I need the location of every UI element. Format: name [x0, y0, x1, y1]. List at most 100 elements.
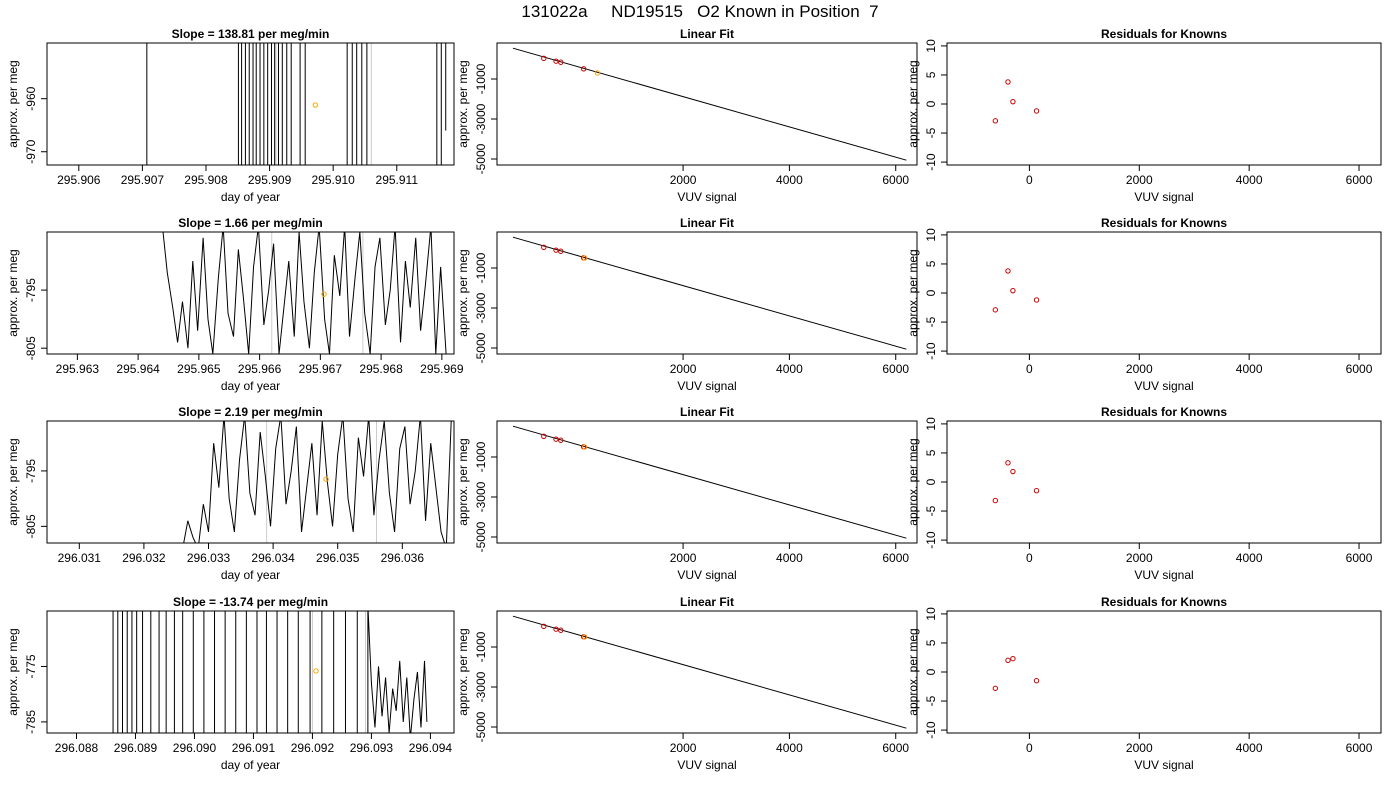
panel-frame	[496, 231, 918, 355]
x-tick-label: 4000	[776, 173, 803, 187]
panel-r2-c2: Residuals for Knowns 0 2000 4000 6000 10 5 0 -5 -…	[906, 405, 1382, 582]
y-tick-label: 5	[924, 449, 938, 456]
y-tick-label: 10	[924, 228, 938, 242]
x-tick-label: 0	[1026, 741, 1033, 755]
x-tick-label: 0	[1026, 362, 1033, 376]
x-axis-label: VUV signal	[677, 190, 736, 204]
known-point	[553, 436, 559, 442]
panel-frame	[946, 420, 1382, 544]
x-tick-label: 296.091	[232, 741, 276, 755]
figure-title: 131022a ND19515 O2 Known in Position 7	[521, 2, 879, 21]
x-tick-label: 2000	[1126, 551, 1153, 565]
y-tick-label: -5	[924, 695, 938, 706]
current-point	[313, 668, 319, 674]
known-point	[558, 627, 564, 633]
y-tick-label: 5	[924, 260, 938, 267]
residual-point	[992, 685, 999, 691]
plot-area	[112, 611, 428, 733]
y-axis-label: approx. per meg	[906, 438, 920, 525]
residual-point	[1005, 268, 1011, 274]
known-point	[580, 66, 587, 72]
current-point	[594, 70, 601, 76]
x-tick-label: 295.906	[57, 173, 101, 187]
residual-point	[1010, 468, 1016, 475]
panel-r0-c0: Slope = 138.81 per meg/min 295.906 295.907…	[6, 27, 455, 204]
panel-r3-c1: Linear Fit 2000 4000 6000 -1000 -3000 -5000 VUV…	[456, 595, 918, 772]
panel-frame	[946, 610, 1382, 734]
x-tick-label: 6000	[1346, 362, 1373, 376]
x-axis-label: VUV signal	[677, 379, 736, 393]
y-tick-label: -775	[24, 654, 38, 678]
residual-point	[1010, 287, 1016, 294]
x-tick-label: 295.968	[359, 362, 403, 376]
plot-area	[512, 236, 907, 350]
known-point	[558, 248, 564, 254]
panel-title: Linear Fit	[680, 595, 734, 609]
x-axis-label: VUV signal	[677, 758, 736, 772]
series-line	[146, 43, 447, 165]
x-tick-label: 296.033	[187, 551, 231, 565]
x-tick-label: 295.911	[376, 173, 419, 187]
panel-r3-c2: Residuals for Knowns 0 2000 4000 6000 10 5 0 -5 -…	[906, 595, 1382, 772]
panel-title: Slope = -13.74 per meg/min	[173, 595, 328, 609]
y-axis-label: approx. per meg	[456, 60, 470, 147]
x-tick-label: 0	[1026, 173, 1033, 187]
panel-frame	[46, 610, 455, 734]
plot-area	[992, 268, 1040, 313]
panel-title: Linear Fit	[680, 405, 734, 419]
x-tick-label: 6000	[882, 741, 909, 755]
panel-title: Slope = 138.81 per meg/min	[172, 27, 330, 41]
y-tick-label: -1000	[474, 441, 488, 472]
x-axis-label: VUV signal	[1134, 190, 1193, 204]
series-line	[162, 232, 447, 354]
y-axis-label: approx. per meg	[6, 628, 20, 715]
y-tick-label: -3000	[474, 103, 488, 134]
panel-r0-c1: Linear Fit 2000 4000 6000 -1000 -3000 -5000 VUV…	[456, 27, 918, 204]
y-tick-label: -5000	[474, 711, 488, 742]
panel-frame	[46, 42, 455, 166]
panel-r0-c2: Residuals for Knowns 0 2000 4000 6000 10 5 0 -5 -…	[906, 27, 1382, 204]
panel-frame	[496, 42, 918, 166]
plot-area	[992, 79, 1040, 124]
plot-area	[183, 421, 452, 543]
y-tick-label: -3000	[474, 671, 488, 702]
x-axis-label: day of year	[221, 379, 280, 393]
y-tick-label: -5000	[474, 521, 488, 552]
x-axis-label: VUV signal	[677, 568, 736, 582]
y-axis-label: approx. per meg	[456, 438, 470, 525]
plot-area	[512, 615, 907, 729]
residual-point	[992, 497, 999, 504]
current-point	[323, 476, 329, 482]
known-point	[541, 433, 547, 440]
x-axis-label: VUV signal	[1134, 758, 1193, 772]
x-tick-label: 296.035	[316, 551, 360, 565]
y-axis-label: approx. per meg	[6, 60, 20, 147]
y-tick-label: 10	[924, 607, 938, 621]
y-tick-label: -795	[24, 278, 38, 302]
x-tick-label: 296.094	[409, 741, 453, 755]
residual-point	[1033, 488, 1040, 494]
x-tick-label: 2000	[670, 362, 697, 376]
y-tick-label: -5	[924, 505, 938, 516]
panel-r2-c0: Slope = 2.19 per meg/min 296.031 296.032 29…	[6, 405, 455, 582]
residual-point	[1010, 98, 1016, 105]
x-tick-label: 4000	[776, 551, 803, 565]
x-tick-label: 4000	[1236, 173, 1263, 187]
x-tick-label: 295.910	[311, 173, 355, 187]
x-tick-label: 2000	[1126, 173, 1153, 187]
y-tick-label: -10	[924, 721, 938, 739]
panel-title: Linear Fit	[680, 27, 734, 41]
fit-line	[512, 425, 907, 539]
residual-point	[1010, 655, 1016, 662]
panel-title: Residuals for Knowns	[1101, 595, 1227, 609]
x-tick-label: 295.965	[177, 362, 221, 376]
known-point	[553, 626, 559, 632]
current-point	[321, 291, 327, 297]
x-tick-label: 6000	[1346, 173, 1373, 187]
current-point	[582, 634, 588, 640]
y-tick-label: -785	[24, 710, 38, 734]
panel-frame	[46, 231, 455, 355]
y-axis-label: approx. per meg	[456, 628, 470, 715]
known-point	[558, 59, 564, 65]
